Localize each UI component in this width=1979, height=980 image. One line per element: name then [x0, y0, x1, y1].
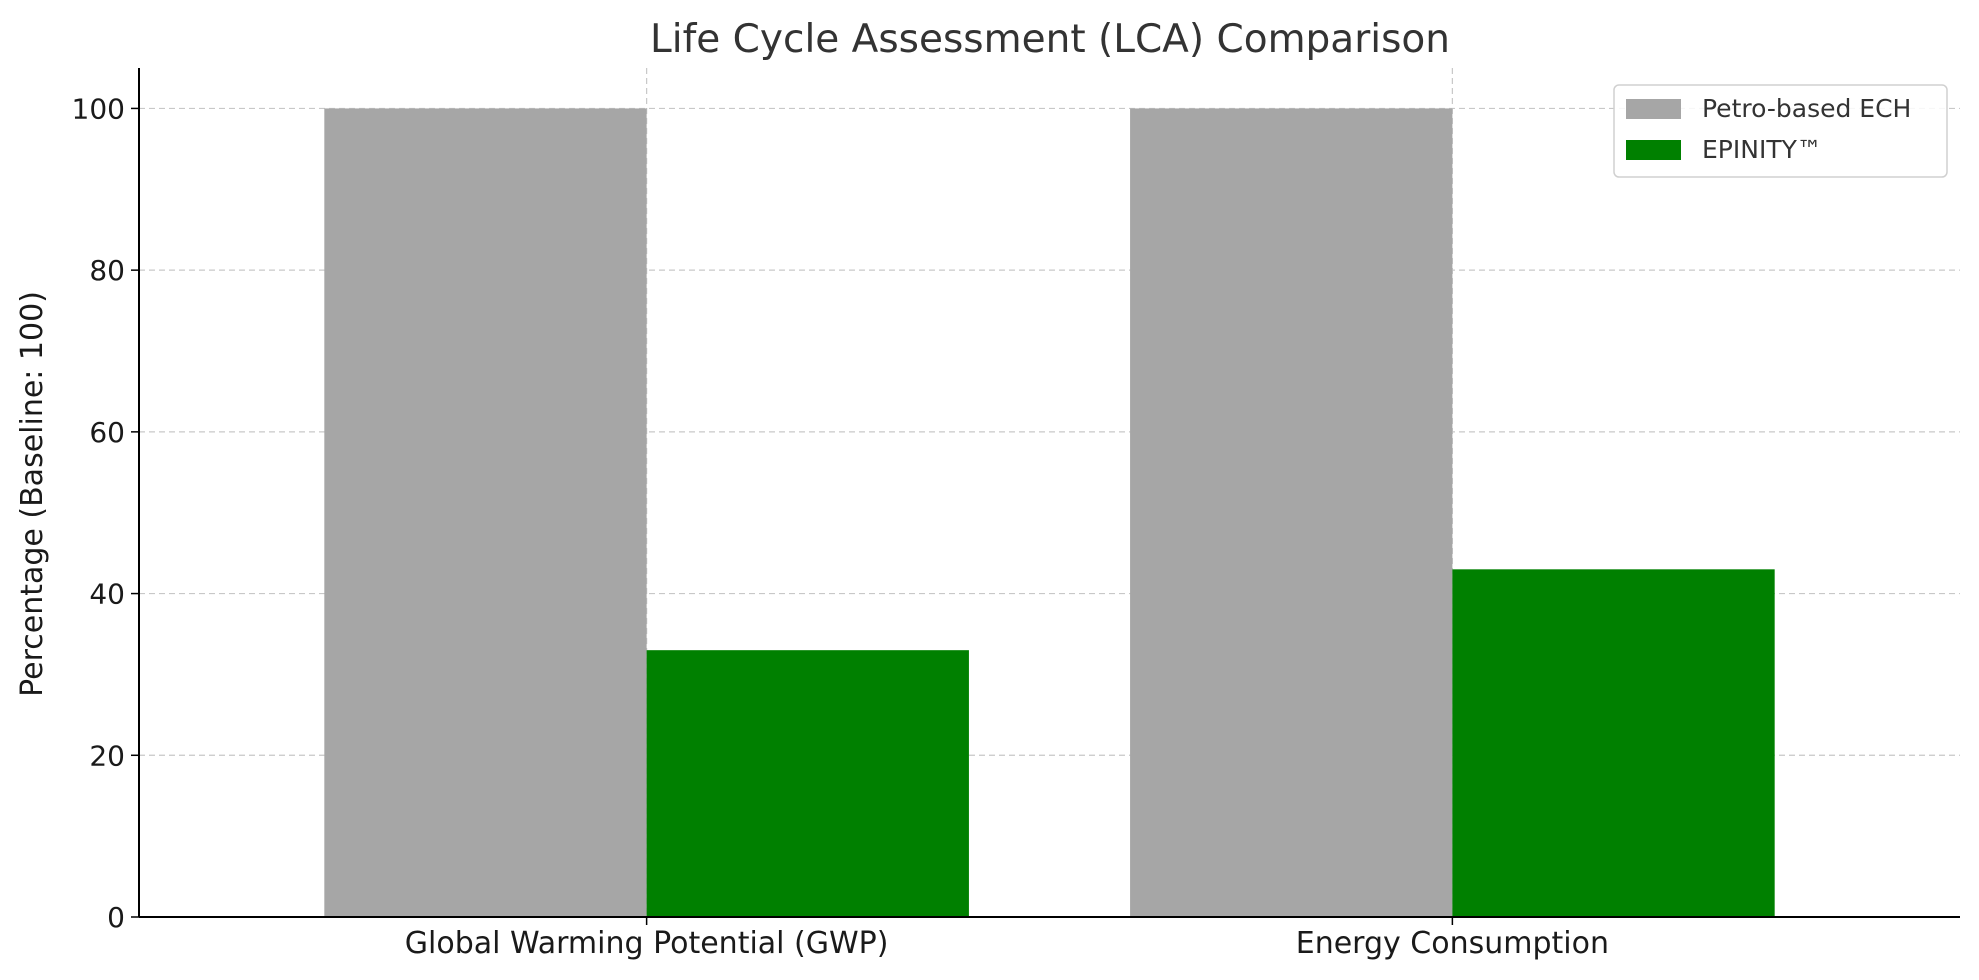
chart-title: Life Cycle Assessment (LCA) Comparison	[650, 17, 1450, 62]
legend-swatch	[1626, 140, 1681, 160]
axes-layer	[138, 68, 1960, 918]
y-tick-label: 80	[89, 254, 125, 287]
y-tick-label: 60	[89, 416, 125, 449]
bar	[646, 650, 969, 917]
legend-label: EPINITY™	[1702, 135, 1822, 164]
legend-label: Petro-based ECH	[1702, 94, 1911, 123]
x-tick-label: Energy Consumption	[1296, 926, 1609, 961]
legend-swatch	[1626, 99, 1681, 119]
y-tick-label: 40	[89, 578, 125, 611]
x-tick-label: Global Warming Potential (GWP)	[405, 926, 889, 961]
y-axis-label: Percentage (Baseline: 100)	[15, 291, 50, 697]
legend-frame	[1613, 84, 1948, 178]
bars-layer	[324, 108, 1775, 917]
legend: Petro-based ECH EPINITY™	[1613, 84, 1948, 178]
y-tick-label: 100	[72, 92, 125, 125]
y-tick-label: 0	[107, 901, 125, 934]
bar	[324, 108, 647, 917]
bar	[1452, 569, 1775, 917]
bar	[1130, 108, 1453, 917]
ticks-layer: 0 20 40 60 80 100 Global Warming Potential (GW…	[72, 92, 1609, 961]
y-tick-label: 20	[89, 739, 125, 772]
